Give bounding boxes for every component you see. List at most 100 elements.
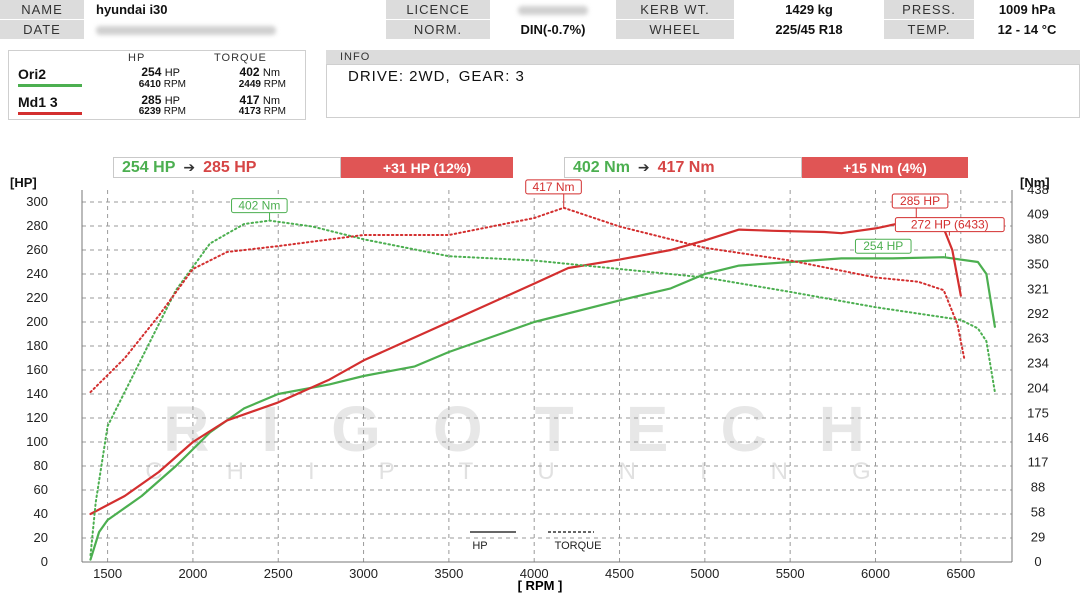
vehicle-name: hyundai i30: [84, 0, 386, 20]
series-line-2: [89, 219, 996, 557]
annotation-label: 417 Nm: [533, 180, 575, 194]
y-tick-left: 200: [26, 314, 48, 329]
torque-delta-badge: +15 Nm (4%): [802, 157, 968, 178]
annotation-label: 254 HP: [863, 239, 903, 253]
date-value: [84, 19, 386, 40]
x-tick: 5000: [690, 566, 719, 581]
chart-grid: [81, 190, 1013, 563]
hp-after: 285 HP: [203, 158, 257, 176]
run-ori2-hp-rpm: 6410 RPM: [138, 79, 186, 90]
y-tick-right: 88: [1031, 479, 1045, 494]
licence-label: LICENCE: [386, 0, 490, 20]
x-tick: 1500: [93, 566, 122, 581]
runs-legend-box: [8, 50, 306, 120]
annotation-label: 272 HP (6433): [911, 218, 989, 232]
run-ori2-torque: 402 Nm: [239, 65, 280, 79]
x-tick: 2500: [264, 566, 293, 581]
torque-comparison-box: 402 Nm ➔ 417 Nm: [564, 157, 802, 178]
run-md1-hp-rpm: 6239 RPM: [138, 106, 186, 117]
x-axis-label: [ RPM ]: [518, 578, 563, 593]
run-md1-name: Md1 3: [18, 94, 58, 110]
runs-hp-header: HP: [128, 52, 146, 64]
y-tick-right: 0: [1034, 554, 1041, 569]
y-axis-left-unit: [HP]: [10, 175, 37, 190]
run-md1-swatch: [18, 112, 82, 115]
torque-before: 402 Nm: [573, 158, 630, 176]
x-tick: 3500: [434, 566, 463, 581]
date-label: DATE: [0, 19, 84, 40]
y-tick-right: 146: [1027, 430, 1049, 445]
x-tick: 6000: [861, 566, 890, 581]
annotation-box: [231, 198, 288, 214]
y-tick-right: 117: [1028, 455, 1049, 470]
series-line-0: [89, 256, 996, 561]
series-line-1: [89, 218, 962, 516]
y-tick-right: 204: [1027, 381, 1049, 396]
header-row-2: DATE NORM. DIN(-0.7%) WHEEL 225/45 R18 T…: [0, 19, 1080, 40]
x-tick: 3000: [349, 566, 378, 581]
hp-comparison-box: 254 HP ➔ 285 HP: [113, 157, 341, 178]
hp-delta-badge: +31 HP (12%): [341, 157, 513, 178]
y-tick-left: 20: [34, 530, 48, 545]
norm-label: NORM.: [386, 19, 490, 40]
y-tick-left: 300: [26, 194, 48, 209]
name-label: NAME: [0, 0, 84, 20]
y-tick-left: 60: [34, 482, 48, 497]
info-text: DRIVE: 2WD, GEAR: 3: [348, 68, 533, 85]
kerb-weight-value: 1429 kg: [734, 0, 884, 20]
y-tick-left: 280: [26, 218, 48, 233]
norm-value: DIN(-0.7%): [490, 19, 616, 40]
legend-label: HP: [472, 540, 487, 552]
chart-annotations: 402 Nm 417 Nm 285 HP 272 HP (6433) 254 HP: [231, 179, 1005, 258]
y-tick-left: 40: [34, 506, 48, 521]
y-tick-right: 350: [1027, 257, 1049, 272]
y-tick-left: 160: [26, 362, 48, 377]
y-axis-right-unit: [Nm]: [1020, 175, 1050, 190]
run-ori2-torque-rpm: 2449 RPM: [238, 79, 286, 90]
legend-label: TORQUE: [555, 540, 602, 552]
run-md1-torque-rpm: 4173 RPM: [238, 106, 286, 117]
watermark-logo: RIGOTECH: [130, 392, 950, 466]
licence-redacted: [518, 6, 588, 16]
header-row-1: NAME hyundai i30 LICENCE KERB WT. 1429 k…: [0, 0, 1080, 20]
annotation-box: [894, 217, 1005, 233]
y-tick-left: 120: [26, 410, 48, 425]
run-ori2-name: Ori2: [18, 66, 47, 82]
y-tick-left: 240: [26, 266, 48, 281]
torque-comparison-banner: 402 Nm ➔ 417 Nm +15 Nm (4%): [564, 157, 968, 178]
annotation-box: [854, 238, 912, 254]
temperature-label: TEMP.: [884, 19, 974, 40]
run-md1-torque: 417 Nm: [239, 93, 280, 107]
run-ori2-swatch: [18, 84, 82, 87]
x-tick: 6500: [946, 566, 975, 581]
y-tick-right: 58: [1031, 505, 1045, 520]
hp-before: 254 HP: [122, 158, 176, 176]
y-tick-right: 380: [1027, 231, 1049, 246]
date-redacted: [96, 26, 276, 36]
arrow-right-icon: ➔: [183, 159, 196, 175]
x-tick: 4000: [520, 566, 549, 581]
y-tick-left: 80: [34, 458, 48, 473]
chart-ticks: 0204060801001201401601802002202402602803…: [26, 182, 1049, 581]
y-tick-right: 321: [1027, 281, 1049, 296]
arrow-right-icon: ➔: [637, 159, 650, 175]
annotation-box: [525, 179, 582, 195]
wheel-label: WHEEL: [616, 19, 734, 40]
kerb-weight-label: KERB WT.: [616, 0, 734, 20]
y-tick-left: 0: [41, 554, 48, 569]
info-gear: GEAR: 3: [458, 68, 525, 85]
y-tick-left: 220: [26, 290, 48, 305]
y-tick-right: 409: [1027, 207, 1049, 222]
licence-value: [490, 0, 616, 20]
series-line-3: [89, 206, 966, 394]
y-tick-right: 175: [1027, 405, 1049, 420]
vehicle-header-table: NAME hyundai i30 LICENCE KERB WT. 1429 k…: [0, 0, 1080, 40]
pressure-label: PRESS.: [884, 0, 974, 20]
y-tick-left: 140: [26, 386, 48, 401]
y-tick-right: 234: [1027, 355, 1049, 370]
hp-comparison-banner: 254 HP ➔ 285 HP +31 HP (12%): [113, 157, 513, 178]
x-tick: 5500: [776, 566, 805, 581]
chart-series: [89, 206, 996, 561]
annotation-label: 402 Nm: [238, 199, 280, 213]
